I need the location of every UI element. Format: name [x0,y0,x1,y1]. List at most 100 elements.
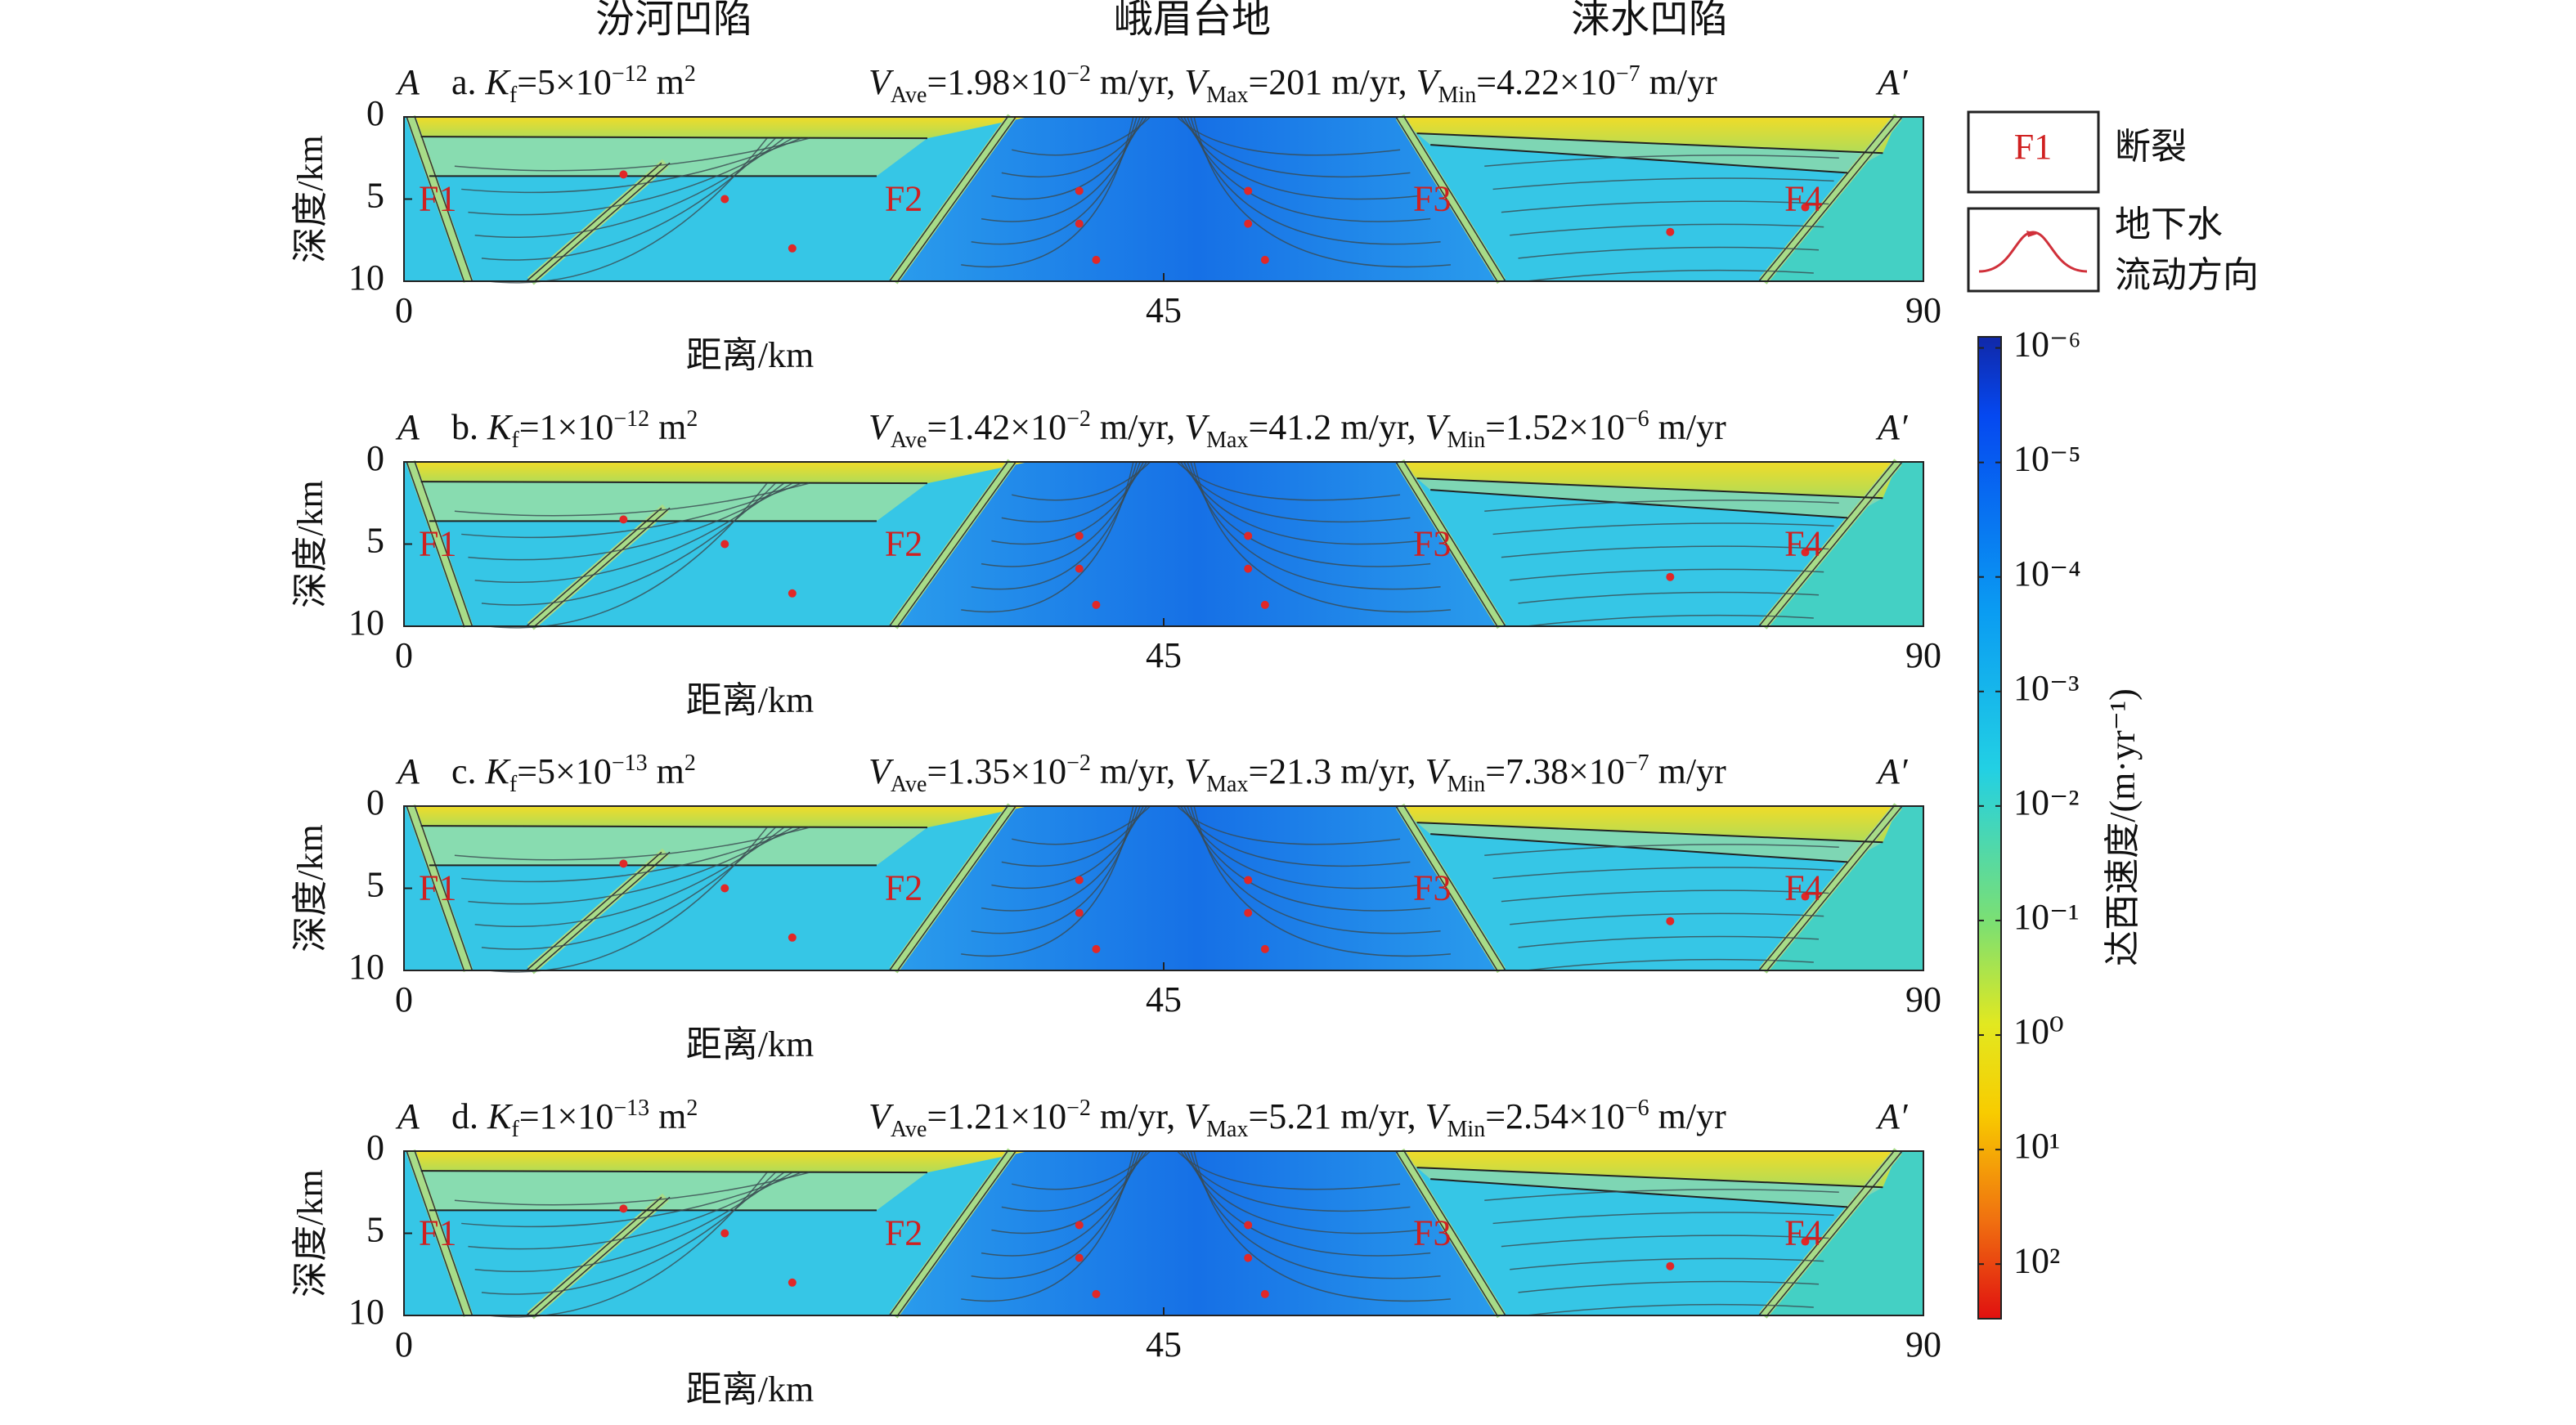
fault-edge [1758,461,1895,627]
title-segment: V [868,407,895,447]
title-segment: V [868,751,895,791]
fault-label: F1 [419,1213,456,1253]
streamline [461,137,801,194]
flow-arrow [619,515,628,524]
fault-edge [889,461,1008,627]
y-axis-label: 深度/km [290,1169,330,1297]
title-segment: =1.35×10 [927,751,1066,791]
title-segment: 2 [686,406,698,432]
title-segment: m/yr [1649,751,1726,791]
title-segment: Max [1206,772,1248,797]
streamline [971,461,1138,590]
streamline [1526,958,1814,971]
fault-edge [406,116,465,282]
flow-arrow [1260,944,1269,953]
sediment-layer [411,117,1029,139]
platform-block [893,462,1501,626]
fault-edge [526,851,662,971]
title-segment: −2 [1066,61,1091,87]
streamline [1176,1150,1401,1190]
title-segment: Ave [891,428,927,453]
streamline [1501,545,1829,558]
region-label: 峨眉台地 [1114,0,1271,41]
flow-arrow [1666,572,1675,581]
streamline [1526,1303,1814,1316]
y-tick-label: 5 [366,521,384,561]
flow-arrow [1244,531,1253,540]
title-segment: −6 [1625,406,1649,432]
y-tick-label: 5 [366,865,384,905]
streamline [461,482,801,539]
x-tick-label: 0 [395,290,413,330]
title-segment: Min [1447,1117,1486,1142]
flow-arrow [1801,203,1810,212]
streamline [971,1150,1138,1279]
sediment-layer [411,1151,1029,1173]
x-tick-label: 45 [1146,290,1182,330]
layer-boundary [420,822,1883,867]
flow-arrow [619,1204,628,1213]
fault-edge [1766,461,1903,627]
title-segment: 2 [686,1096,698,1121]
sediment-layer [420,826,927,866]
x-axis-label: 距离/km [686,1024,814,1064]
title-segment: =21.3 m/yr, [1248,751,1425,791]
title-segment: c. [451,751,486,791]
streamline [961,1150,1134,1302]
flow-arrow [1244,876,1253,885]
streamline [961,116,1134,268]
streamline [461,1172,801,1228]
fault-label: F2 [885,179,922,219]
y-axis-label: 深度/km [290,824,330,952]
x-tick-label: 0 [395,1324,413,1365]
fault-zone [1395,803,1506,974]
flow-arrow [1075,219,1084,228]
x-tick-label: 90 [1905,635,1941,675]
layer-boundary [420,132,1883,177]
title-segment: b. [451,407,487,447]
flow-arrow [720,540,729,549]
y-tick-label: 10 [348,258,384,298]
fault-label: F2 [885,524,922,564]
title-segment: m/yr, [1091,751,1184,791]
title-segment: =4.22×10 [1476,62,1616,102]
sediment-layer [1400,1151,1899,1188]
panel-title: b. Kf=1×10−12 m2 [451,406,698,453]
fault-edge [897,116,1016,282]
title-segment: =1×10 [519,407,614,447]
title-segment: V [868,62,895,102]
fault-label: F1 [419,868,456,908]
y-tick-label: 0 [366,1127,384,1167]
sediment-layer [411,462,1029,484]
panel-title: c. Kf=5×10−13 m2 [451,751,696,797]
streamline [1484,844,1839,857]
flow-arrow [788,1278,797,1287]
colorbar-tick-label: 10¹ [2013,1126,2060,1166]
title-segment: −2 [1066,406,1091,432]
title-segment: Min [1438,83,1477,108]
streamline [454,1172,810,1206]
fault-label: F2 [885,868,922,908]
streamline [1180,116,1411,178]
flow-arrow [1801,1237,1810,1246]
title-segment: f [511,428,519,453]
legend-symbol: F1 [2014,127,2052,167]
title-segment: V [1425,407,1452,447]
flow-arrow [788,933,797,942]
title-segment: −13 [612,751,648,776]
y-tick-label: 10 [348,947,384,987]
section-end: A′ [1875,751,1909,791]
x-tick-label: 90 [1905,1324,1941,1365]
title-segment: Ave [891,83,927,108]
fault-zone [406,804,473,972]
x-axis-label: 距离/km [686,335,814,375]
fault-edge [1395,461,1498,627]
y-tick-label: 10 [348,1292,384,1332]
fault-edge [1766,805,1903,971]
title-segment: Max [1206,428,1248,453]
panel-title: VAve=1.21×10−2 m/yr, VMax=5.21 m/yr, VMi… [868,1096,1726,1142]
fault-edge [1758,116,1895,282]
title-segment: Ave [891,772,927,797]
streamline [1176,805,1401,845]
streamline [971,116,1138,245]
